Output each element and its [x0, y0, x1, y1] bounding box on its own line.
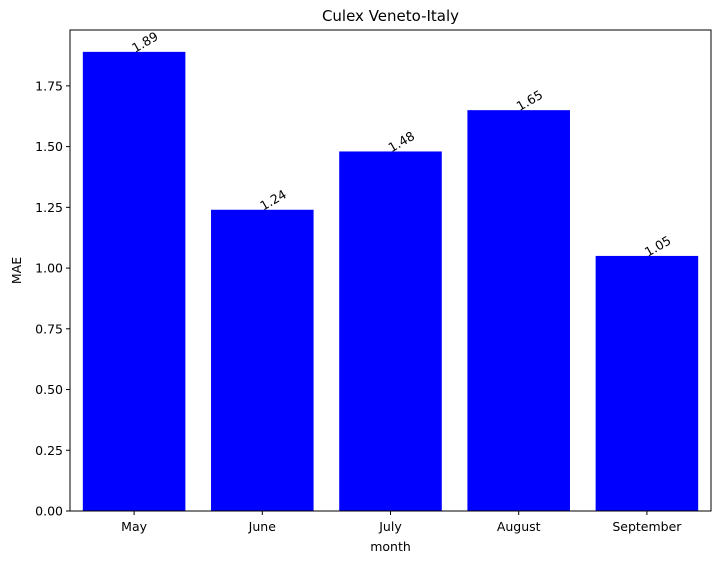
x-axis: May June July August September — [121, 511, 682, 534]
y-axis: 0.00 0.25 0.50 0.75 1.00 1.25 1.50 1.75 — [35, 78, 70, 519]
bar-july — [339, 151, 442, 511]
chart-title: Culex Veneto-Italy — [322, 7, 459, 25]
y-axis-label: MAE — [9, 257, 24, 284]
x-tick-label: June — [248, 519, 277, 534]
data-label-july: 1.48 — [386, 128, 418, 155]
data-label-september: 1.05 — [642, 233, 674, 260]
y-tick-label: 1.50 — [35, 139, 63, 154]
y-tick-label: 1.75 — [35, 78, 63, 93]
bar-august — [467, 110, 570, 512]
data-label-june: 1.24 — [257, 186, 289, 213]
x-tick-label: August — [497, 519, 541, 534]
data-label-may: 1.89 — [129, 29, 161, 56]
bar-june — [211, 209, 314, 511]
y-tick-label: 0.00 — [35, 504, 63, 519]
y-tick-label: 0.75 — [35, 321, 63, 336]
x-axis-label: month — [370, 539, 411, 554]
y-tick-label: 0.25 — [35, 443, 63, 458]
x-tick-label: September — [612, 519, 682, 534]
y-tick-label: 1.25 — [35, 200, 63, 215]
y-tick-label: 0.50 — [35, 382, 63, 397]
x-tick-label: July — [378, 519, 402, 534]
y-tick-label: 1.00 — [35, 261, 63, 276]
bar-september — [595, 255, 699, 511]
data-label-august: 1.65 — [514, 87, 546, 114]
x-tick-label: May — [121, 519, 147, 534]
bars-group — [82, 51, 699, 512]
bar-may — [82, 51, 186, 511]
